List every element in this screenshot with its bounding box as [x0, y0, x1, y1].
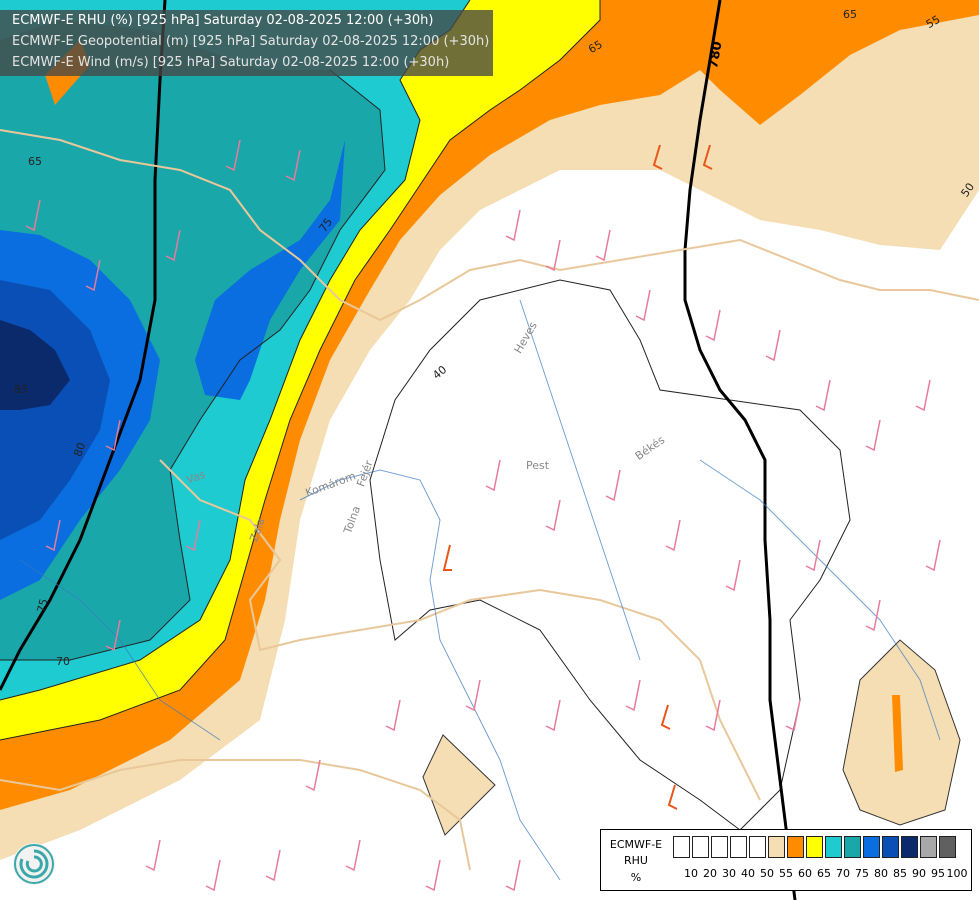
- legend-title-line3: %: [630, 871, 642, 884]
- place-label-pest: Pest: [526, 459, 550, 472]
- legend-tick-label: 95: [931, 867, 945, 880]
- legend-tick-label: 90: [912, 867, 926, 880]
- legend-tick-label: 60: [798, 867, 812, 880]
- legend-swatch: [711, 836, 728, 858]
- contour-label-rh-55: 55: [924, 13, 943, 31]
- contour-label-rh-65-a: 65: [28, 155, 42, 168]
- legend-title-line1: ECMWF-E: [609, 838, 663, 851]
- legend-swatch: [844, 836, 861, 858]
- rivers: [19, 299, 941, 881]
- legend-tick-label: 55: [779, 867, 793, 880]
- geopotential-contours: [0, 0, 797, 900]
- contour-label-rh-65-b: 65: [586, 38, 605, 56]
- rhu-legend: ECMWF-E RHU % 10 20 30 40 50 55 60 65 70 75 80 85 90…: [600, 829, 972, 891]
- map-title-panel: ECMWF-E RHU (%) [925 hPa] Saturday 02-08…: [0, 10, 493, 76]
- title-geopotential: ECMWF-E Geopotential (m) [925 hPa] Satur…: [12, 34, 490, 49]
- legend-tick-label: 80: [874, 867, 888, 880]
- rh-fill-layers: [0, 0, 979, 860]
- legend-tick-label: 100: [946, 867, 968, 880]
- legend-tick-label: 40: [741, 867, 755, 880]
- legend-swatch: [768, 836, 785, 858]
- legend-swatch: [692, 836, 709, 858]
- contour-label-rh-65-c: 65: [843, 8, 857, 21]
- legend-swatch: [749, 836, 766, 858]
- place-label-bekes: Békés: [633, 433, 668, 463]
- legend-swatch: [882, 836, 899, 858]
- title-rhu: ECMWF-E RHU (%) [925 hPa] Saturday 02-08…: [12, 13, 434, 28]
- place-label-heves: Heves: [512, 319, 540, 355]
- legend-swatch: [787, 836, 804, 858]
- borders: [0, 129, 979, 871]
- contour-label-rh-40: 40: [430, 363, 449, 382]
- rh-90-area: [0, 320, 70, 410]
- wind-barbs-strong: [442, 144, 713, 810]
- legend-swatch: [673, 836, 690, 858]
- ecmwf-logo-icon: [13, 843, 55, 885]
- legend-swatch: [825, 836, 842, 858]
- legend-swatch: [939, 836, 956, 858]
- contour-label-rh-85: 85: [14, 383, 28, 396]
- legend-tick-label: 20: [703, 867, 717, 880]
- place-label-tolna: Tolna: [341, 504, 363, 536]
- legend-swatch: [863, 836, 880, 858]
- wind-barbs: [25, 139, 941, 892]
- legend-swatch: [730, 836, 747, 858]
- legend-tick-label: 30: [722, 867, 736, 880]
- legend-swatch: [920, 836, 937, 858]
- rh-60-bar: [892, 695, 903, 772]
- contour-label-rh-70: 70: [56, 655, 70, 668]
- legend-tick-label: 50: [760, 867, 774, 880]
- rh-80-area-b: [195, 140, 345, 400]
- legend-tick-label: 75: [855, 867, 869, 880]
- legend-tick-label: 70: [836, 867, 850, 880]
- contour-label-rh-75-b: 75: [35, 597, 51, 614]
- contour-label-geo-780: 780: [706, 40, 725, 69]
- legend-swatch: [806, 836, 823, 858]
- title-wind: ECMWF-E Wind (m/s) [925 hPa] Saturday 02…: [12, 55, 450, 70]
- rh-55-island-a: [422, 734, 496, 836]
- contour-label-rh-80: 80: [71, 441, 88, 459]
- legend-title-line2: RHU: [624, 854, 648, 867]
- legend-tick-label: 65: [817, 867, 831, 880]
- legend-swatch: [901, 836, 918, 858]
- legend-tick-label: 10: [684, 867, 698, 880]
- legend-tick-label: 85: [893, 867, 907, 880]
- place-label-vas: Vas: [185, 468, 208, 487]
